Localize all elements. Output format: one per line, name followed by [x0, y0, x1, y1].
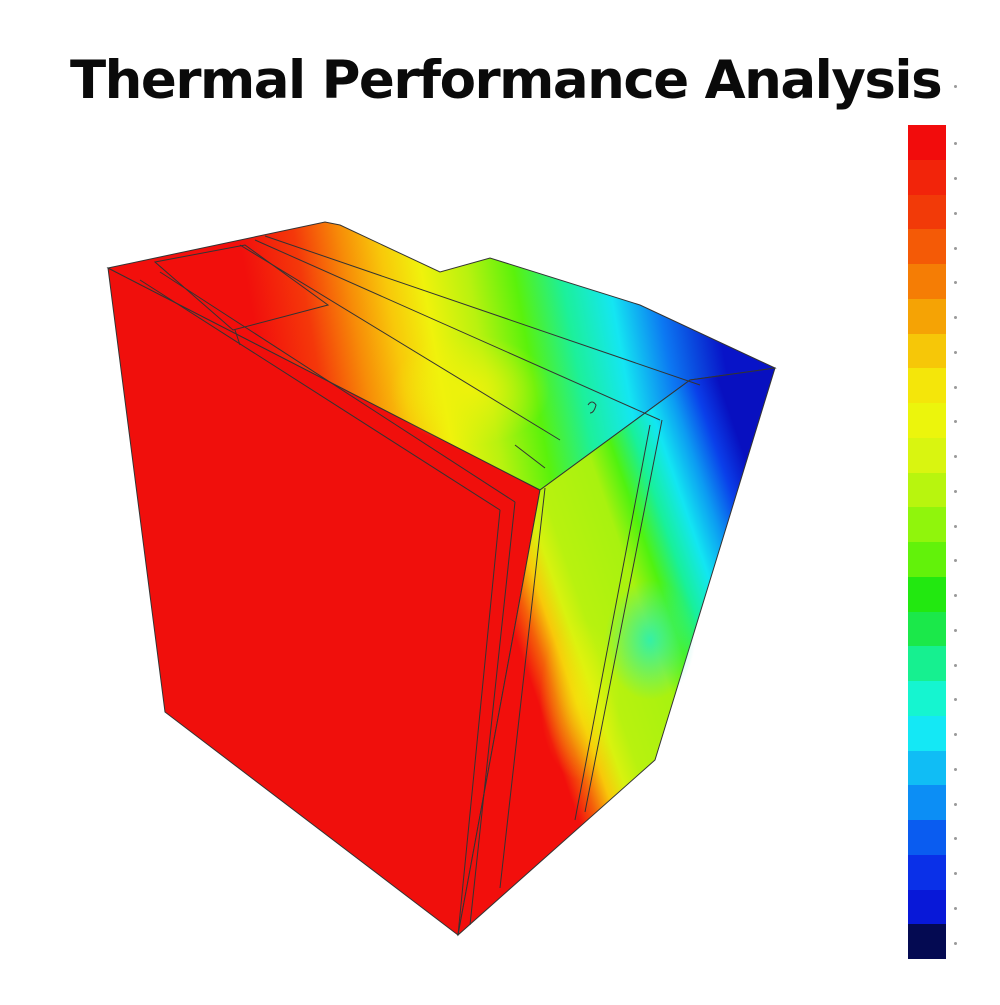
thermal-model-view[interactable] — [0, 0, 900, 1000]
colorbar-tick — [954, 733, 957, 737]
colorbar-band-22 — [908, 854, 946, 890]
colorbar-band-16 — [908, 646, 946, 681]
colorbar-tick — [954, 524, 957, 528]
top-slot — [153, 244, 330, 331]
colorbar-band-7 — [908, 333, 946, 369]
colorbar-band-19 — [908, 750, 946, 786]
colorbar-band-2 — [908, 159, 946, 195]
colorbar-tick — [954, 420, 957, 424]
colorbar-band-4 — [908, 229, 946, 264]
colorbar-tick — [954, 872, 957, 876]
colorbar-band-20 — [908, 785, 946, 820]
colorbar-band-18 — [908, 715, 946, 751]
temperature-colorbar — [908, 125, 946, 959]
page-title: Thermal Performance Analysis — [70, 50, 943, 111]
colorbar-tick — [954, 281, 957, 285]
colorbar-band-24 — [908, 924, 946, 959]
colorbar-tick — [954, 663, 957, 667]
colorbar-tick — [954, 698, 957, 702]
colorbar-band-17 — [908, 681, 946, 716]
colorbar-tick — [954, 628, 957, 632]
colorbar-band-3 — [908, 194, 946, 230]
colorbar-tick — [954, 246, 957, 250]
colorbar-tick — [954, 177, 957, 181]
colorbar-tick-marks — [950, 85, 970, 959]
colorbar-tick — [954, 594, 957, 598]
colorbar-band-15 — [908, 611, 946, 647]
colorbar-band-6 — [908, 298, 946, 334]
colorbar-band-21 — [908, 820, 946, 855]
colorbar-tick — [954, 385, 957, 389]
thermal-bridge-cool — [605, 580, 695, 700]
colorbar-band-12 — [908, 507, 946, 542]
colorbar-tick — [954, 559, 957, 563]
colorbar-tick — [954, 802, 957, 806]
colorbar-band-9 — [908, 403, 946, 438]
thermal-model-svg — [106, 221, 777, 937]
colorbar-tick — [954, 489, 957, 493]
colorbar-tick — [954, 837, 957, 841]
colorbar-band-11 — [908, 472, 946, 508]
colorbar-tick-top — [954, 85, 957, 88]
colorbar-tick — [954, 767, 957, 771]
top-warm-region — [390, 335, 550, 445]
colorbar-tick — [954, 455, 957, 459]
colorbar-band-14 — [908, 576, 946, 612]
colorbar-band-5 — [908, 264, 946, 299]
colorbar-band-23 — [908, 889, 946, 925]
colorbar-band-1 — [908, 125, 946, 160]
colorbar-tick — [954, 316, 957, 320]
thermal-bridge-warm — [540, 620, 620, 780]
colorbar-tick — [954, 350, 957, 354]
colorbar-tick — [954, 941, 957, 945]
colorbar-tick — [954, 142, 957, 146]
colorbar-band-13 — [908, 542, 946, 577]
colorbar-tick — [954, 211, 957, 215]
colorbar-band-8 — [908, 368, 946, 403]
colorbar-band-10 — [908, 437, 946, 473]
colorbar-tick — [954, 906, 957, 910]
layer-lines — [139, 235, 701, 936]
